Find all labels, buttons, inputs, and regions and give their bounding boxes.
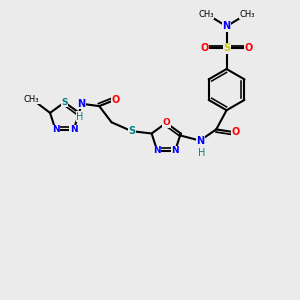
Text: H: H (76, 112, 84, 122)
Text: CH₃: CH₃ (239, 10, 255, 19)
Text: O: O (111, 94, 119, 105)
Text: S: S (223, 44, 230, 53)
Text: CH₃: CH₃ (198, 10, 214, 19)
Text: N: N (52, 125, 59, 134)
Text: N: N (77, 99, 86, 109)
Text: N: N (223, 21, 231, 31)
Text: S: S (61, 98, 68, 107)
Text: CH₃: CH₃ (24, 94, 39, 103)
Text: O: O (162, 118, 170, 127)
Text: S: S (128, 126, 135, 136)
Text: O: O (200, 44, 208, 53)
Text: N: N (153, 146, 161, 155)
Text: O: O (244, 44, 253, 53)
Text: N: N (70, 125, 77, 134)
Text: H: H (198, 148, 205, 158)
Text: N: N (171, 146, 179, 155)
Text: O: O (231, 127, 239, 137)
Text: N: N (196, 136, 204, 146)
